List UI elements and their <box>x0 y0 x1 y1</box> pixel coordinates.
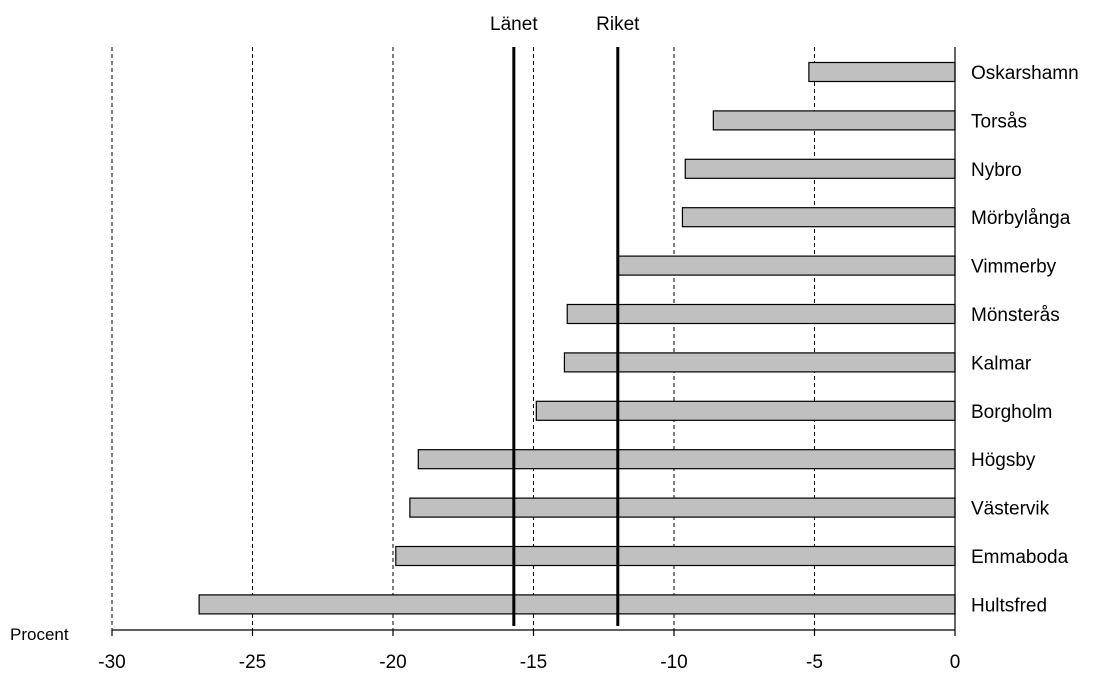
bar <box>566 303 956 325</box>
bar <box>395 545 956 567</box>
bars <box>198 61 956 615</box>
category-label: Högsby <box>971 450 1036 471</box>
reference-lines: Länet Riket <box>490 14 640 626</box>
bar <box>409 497 956 518</box>
category-label: Nybro <box>971 160 1022 181</box>
x-tick-label: -10 <box>660 652 687 673</box>
category-label: Västervik <box>971 499 1050 520</box>
bar <box>617 255 956 276</box>
bar <box>563 352 956 373</box>
bar <box>417 449 956 470</box>
bar <box>684 158 956 179</box>
category-label: Torsås <box>971 111 1027 132</box>
reference-line-label: Riket <box>596 14 640 35</box>
x-tick-label: -5 <box>806 652 823 673</box>
x-axis: -30 -25 -20 -15 -10 -5 0 <box>98 47 960 673</box>
x-tick-label: 0 <box>950 652 961 673</box>
category-labels: Oskarshamn Torsås Nybro Mörbylånga Vimmerby M… <box>971 63 1079 616</box>
category-label: Vimmerby <box>971 257 1057 278</box>
bar <box>681 207 956 228</box>
category-label: Mörbylånga <box>971 208 1071 229</box>
bar <box>712 110 956 131</box>
x-tick-label: -20 <box>379 652 406 673</box>
category-label: Emmaboda <box>971 547 1069 568</box>
category-label: Borgholm <box>971 402 1052 423</box>
x-axis-label: Procent <box>10 625 69 644</box>
x-tick-label: -25 <box>239 652 266 673</box>
reference-line-label: Länet <box>490 14 538 35</box>
bar <box>198 594 956 615</box>
bar <box>808 61 956 83</box>
grid-lines <box>111 47 815 630</box>
category-label: Kalmar <box>971 353 1032 374</box>
bar <box>535 400 956 421</box>
category-label: Hultsfred <box>971 595 1047 616</box>
x-tick-label: -15 <box>520 652 547 673</box>
category-label: Mönsterås <box>971 305 1060 326</box>
category-label: Oskarshamn <box>971 63 1079 84</box>
x-tick-label: -30 <box>98 652 125 673</box>
